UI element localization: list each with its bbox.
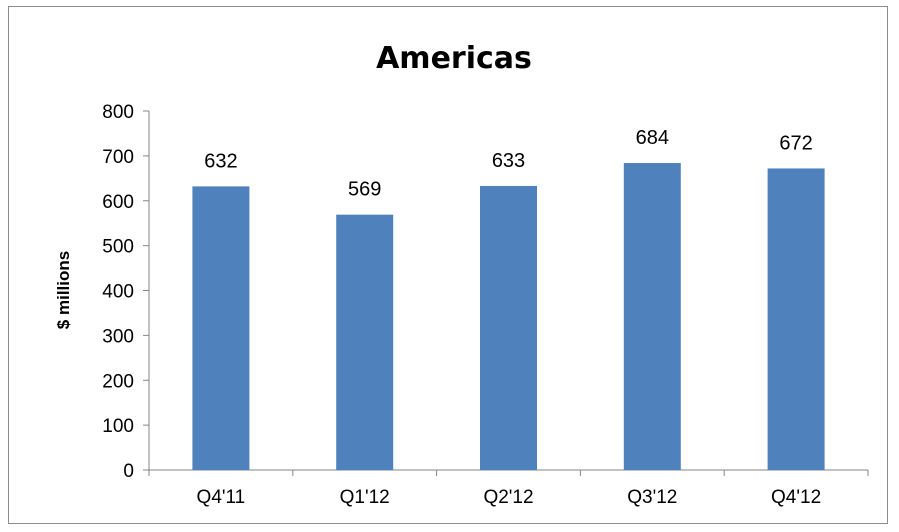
x-tick-labels: Q4'11 Q1'12 Q2'12 Q3'12 Q4'12: [197, 487, 822, 508]
chart-title: Americas: [376, 41, 532, 76]
x-tick-label: Q4'12: [771, 487, 821, 508]
y-tick-label: 700: [102, 147, 134, 168]
data-label: 684: [636, 127, 669, 149]
y-tick-label: 600: [102, 192, 134, 213]
y-tick-label: 400: [102, 282, 134, 303]
x-tick-label: Q2'12: [483, 487, 533, 508]
chart-frame: [8, 6, 888, 524]
bar: [480, 185, 537, 470]
data-label: 569: [348, 179, 381, 201]
y-tick-labels: 0 100 200 300 400 500 600 700 800: [102, 102, 134, 482]
y-tick-label: 200: [102, 371, 134, 392]
x-tick-label: Q1'12: [340, 487, 390, 508]
x-tick-label: Q4'11: [197, 487, 246, 508]
bar: [336, 214, 394, 470]
bar: [623, 163, 681, 470]
y-tick-label: 500: [102, 237, 134, 258]
y-tick-label: 300: [102, 326, 134, 347]
data-label: 633: [492, 150, 525, 172]
data-label: 632: [204, 150, 237, 172]
y-axis-label: $ millions: [54, 251, 73, 329]
x-tick-label: Q3'12: [627, 487, 677, 508]
y-tick-label: 800: [102, 102, 134, 123]
data-labels: 632 569 633 684 672: [204, 127, 813, 201]
bar: [192, 186, 250, 470]
y-tick-label: 0: [123, 461, 134, 482]
y-tick-label: 100: [102, 416, 134, 437]
bar: [767, 168, 825, 470]
data-label: 672: [779, 132, 812, 154]
bars: [192, 163, 825, 470]
